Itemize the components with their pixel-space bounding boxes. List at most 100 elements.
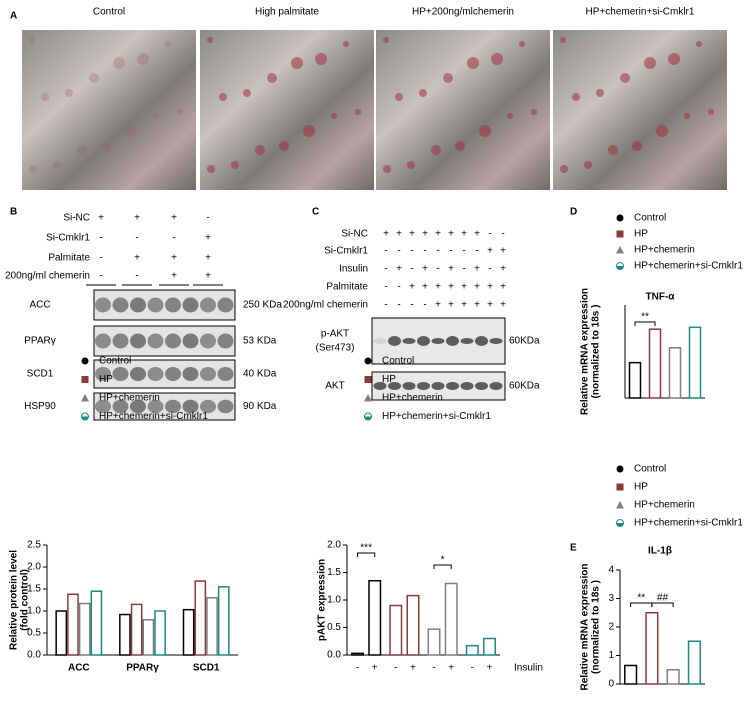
sign: +: [98, 213, 104, 224]
band: [147, 333, 164, 349]
sign: -: [397, 246, 400, 257]
sign: -: [410, 246, 413, 257]
micrograph: [553, 30, 727, 190]
sign: +: [396, 264, 402, 275]
band: [112, 297, 129, 313]
sign: -: [172, 233, 175, 244]
cell-spot: [656, 125, 668, 137]
sign: -: [410, 264, 413, 275]
bar: [67, 593, 79, 656]
legend-marker: [364, 394, 372, 402]
bar: [482, 637, 496, 656]
sign: +: [487, 246, 493, 257]
legend-marker: [81, 416, 89, 421]
cell-spot: [267, 73, 277, 83]
band: [182, 297, 199, 313]
sign: +: [461, 229, 467, 240]
band: [165, 367, 181, 381]
chart-title: TNF-α: [646, 292, 676, 303]
band: [475, 336, 488, 346]
band: [431, 382, 445, 390]
band-label: PPARγ: [24, 336, 56, 347]
y-tick-label: 0.5: [327, 622, 341, 633]
legend-label: HP+chemerin: [382, 393, 443, 404]
cell-spot: [443, 73, 453, 83]
condition-label: Si-NC: [341, 229, 368, 240]
sign: -: [501, 229, 504, 240]
cell-spot: [572, 93, 580, 101]
sign: -: [462, 246, 465, 257]
sign: -: [423, 246, 426, 257]
cell-spot: [255, 145, 265, 155]
legend-label: HP+chemerin+si-Cmklr1: [634, 518, 743, 529]
cell-spot: [608, 145, 618, 155]
panel-label: A: [10, 11, 17, 22]
bar: [624, 664, 638, 685]
band: [217, 399, 234, 414]
y-tick-label: 2: [608, 622, 614, 633]
band: [417, 336, 430, 346]
band: [112, 367, 129, 381]
x-tick-label: ACC: [68, 663, 90, 674]
sign: +: [487, 300, 493, 311]
sign: -: [99, 271, 102, 282]
sign: +: [383, 229, 389, 240]
significance-label: ***: [360, 543, 372, 554]
sign: +: [435, 300, 441, 311]
bar: [90, 590, 103, 656]
x-tick-label: -: [432, 663, 435, 674]
band: [182, 399, 199, 414]
micrograph: [376, 30, 550, 190]
bar: [648, 328, 662, 399]
legend-label: HP+chemerin: [634, 245, 695, 256]
sign: -: [135, 233, 138, 244]
bar: [78, 602, 91, 656]
legend-marker: [616, 230, 624, 238]
panel-label: D: [570, 207, 577, 218]
cell-spot: [519, 41, 525, 47]
band: [130, 399, 146, 414]
sign: +: [461, 300, 467, 311]
band: [147, 399, 164, 414]
cell-spot: [632, 141, 642, 151]
y-tick-label: 1.5: [27, 584, 41, 595]
cell-spot: [331, 113, 337, 119]
sign: +: [448, 300, 454, 311]
condition-label: Si-Cmklr1: [324, 246, 368, 257]
y-axis-label: Relative mRNA expression: [580, 288, 591, 415]
sign: +: [409, 229, 415, 240]
sign: -: [135, 271, 138, 282]
band-size: 60KDa: [509, 336, 540, 347]
band: [130, 333, 146, 349]
bar: [465, 644, 479, 656]
sign: -: [397, 282, 400, 293]
band: [446, 382, 459, 390]
band: [388, 336, 401, 346]
cell-spot: [137, 53, 149, 65]
significance-bracket: [433, 564, 452, 569]
legend-marker: [616, 214, 624, 222]
sign: +: [474, 264, 480, 275]
sign: -: [206, 213, 209, 224]
band: [373, 338, 387, 344]
y-tick-label: 4: [608, 565, 614, 576]
y-axis-label: pAKT expression: [317, 559, 328, 641]
bar: [628, 361, 642, 399]
sign: +: [500, 246, 506, 257]
sign: +: [134, 253, 140, 264]
bar: [154, 610, 166, 656]
band: [147, 297, 164, 313]
cell-spot: [708, 109, 714, 115]
sign: +: [474, 282, 480, 293]
x-tick-label: PPARγ: [126, 663, 159, 674]
legend-label: Control: [382, 356, 414, 367]
band: [200, 399, 216, 414]
sign: -: [99, 233, 102, 244]
cell-spot: [644, 57, 656, 69]
band: [182, 367, 199, 381]
cell-spot: [560, 37, 566, 43]
cell-spot: [177, 109, 183, 115]
cell-spot: [383, 37, 389, 43]
cell-spot: [355, 109, 361, 115]
legend-label: Control: [634, 213, 666, 224]
